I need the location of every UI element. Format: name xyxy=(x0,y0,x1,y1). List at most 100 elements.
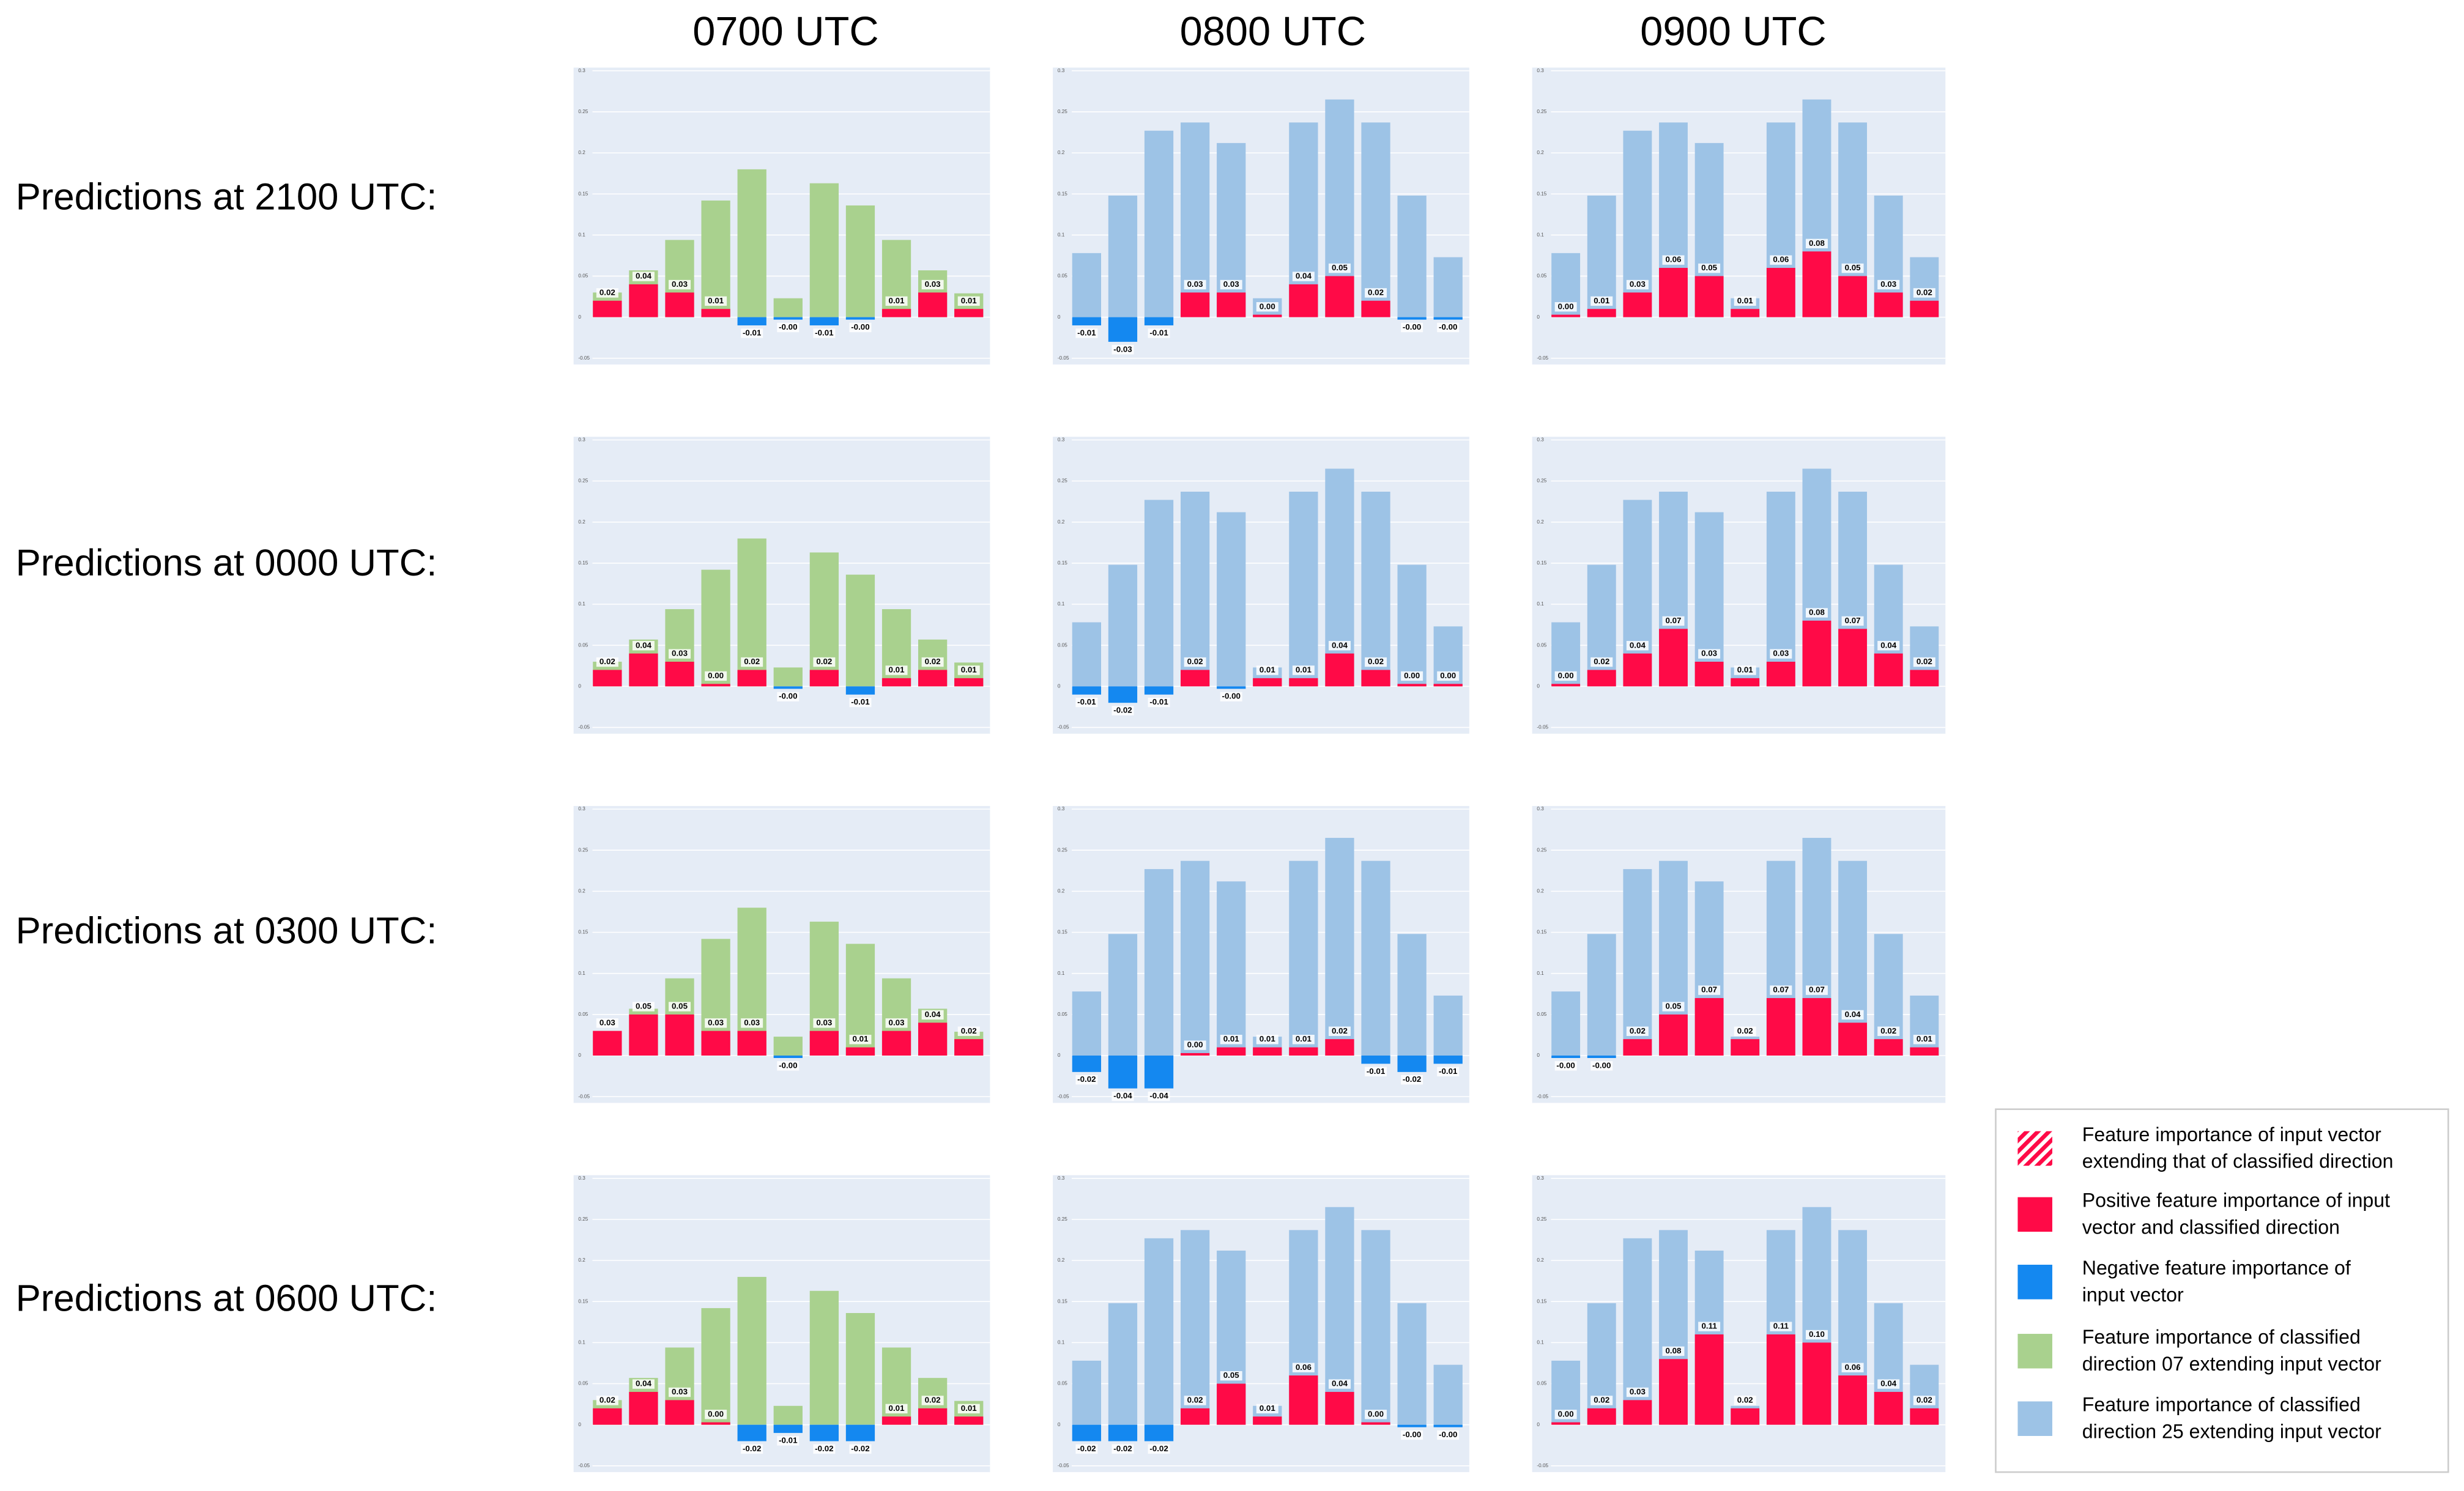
y-tick-label: 0.2 xyxy=(1537,889,1544,894)
label-bg xyxy=(669,279,691,290)
input-bar xyxy=(1217,1047,1246,1056)
y-tick-label: 0.3 xyxy=(1537,1175,1544,1181)
value-label: 0.01 xyxy=(1260,665,1276,675)
classified-bar xyxy=(1623,869,1652,1056)
value-label: 0.04 xyxy=(1332,1379,1348,1388)
label-bg xyxy=(1662,1002,1685,1012)
label-bg xyxy=(1365,657,1387,667)
y-tick-label: 0.1 xyxy=(1537,1340,1544,1345)
label-bg xyxy=(1626,1026,1649,1036)
y-tick-label: -0.05 xyxy=(578,1093,590,1099)
input-bar xyxy=(665,292,694,317)
label-bg xyxy=(1148,1444,1170,1454)
value-label: 0.05 xyxy=(672,1002,688,1011)
legend-swatch xyxy=(2017,1197,2052,1232)
y-tick-label: 0.3 xyxy=(578,68,585,73)
input-bar xyxy=(1108,1055,1138,1089)
label-bg xyxy=(1148,328,1170,338)
value-label: -0.04 xyxy=(1149,1091,1168,1100)
value-label: 0.01 xyxy=(889,296,905,305)
input-bar xyxy=(1731,309,1760,317)
input-bar xyxy=(1144,317,1174,326)
value-label: 0.03 xyxy=(1773,649,1789,658)
value-label: 0.06 xyxy=(1296,1363,1312,1372)
input-bar xyxy=(773,317,803,320)
input-bar xyxy=(1587,1055,1616,1059)
input-bar xyxy=(1766,662,1795,687)
value-label: -0.01 xyxy=(1149,697,1168,706)
input-bar xyxy=(1433,1424,1463,1427)
input-bar xyxy=(629,284,658,317)
value-label: -0.02 xyxy=(851,1444,869,1453)
classified-bar xyxy=(1072,622,1102,687)
value-label: 0.02 xyxy=(961,1026,977,1035)
input-bar xyxy=(1551,684,1581,687)
label-bg xyxy=(1437,1067,1460,1076)
y-tick-label: 0.1 xyxy=(1058,232,1065,237)
y-tick-label: 0.25 xyxy=(578,1216,588,1222)
label-bg xyxy=(1554,671,1577,681)
input-bar xyxy=(1289,284,1318,317)
y-tick-label: 0.15 xyxy=(1058,930,1067,935)
column-title: 0700 UTC xyxy=(692,9,878,54)
value-label: 0.05 xyxy=(1666,1002,1682,1011)
input-bar xyxy=(1874,1039,1903,1056)
y-tick-label: 0.05 xyxy=(1058,642,1067,648)
y-tick-label: 0.15 xyxy=(1058,1298,1067,1304)
input-bar xyxy=(1180,670,1210,687)
value-label: 0.04 xyxy=(925,1010,941,1019)
value-label: 0.01 xyxy=(1296,665,1312,675)
input-bar xyxy=(1551,1422,1581,1425)
value-label: 0.03 xyxy=(1701,649,1717,658)
value-label: 0.02 xyxy=(599,1395,615,1404)
label-bg xyxy=(1220,692,1242,701)
value-label: 0.02 xyxy=(925,1395,941,1404)
label-bg xyxy=(957,665,980,675)
value-label: 0.05 xyxy=(1223,1371,1240,1380)
input-bar xyxy=(1144,1424,1174,1441)
label-bg xyxy=(1913,1035,1935,1045)
value-label: -0.00 xyxy=(779,322,797,331)
label-bg xyxy=(1365,288,1387,298)
value-label: 0.02 xyxy=(1917,657,1932,666)
input-bar xyxy=(665,662,694,687)
value-label: 0.01 xyxy=(1737,665,1754,675)
y-tick-label: 0.3 xyxy=(1058,806,1065,812)
label-bg xyxy=(1805,608,1828,618)
label-bg xyxy=(1590,1061,1613,1071)
value-label: 0.01 xyxy=(852,1034,869,1043)
y-tick-label: 0 xyxy=(578,1422,581,1427)
input-bar xyxy=(1433,317,1463,320)
value-label: -0.00 xyxy=(779,1060,797,1070)
value-label: 0.00 xyxy=(1558,302,1574,311)
label-bg xyxy=(1734,665,1756,675)
y-tick-label: 0.3 xyxy=(578,806,585,812)
label-bg xyxy=(741,1018,763,1028)
input-bar xyxy=(1659,1014,1688,1056)
value-label: 0.00 xyxy=(708,1409,724,1418)
input-bar xyxy=(1144,686,1174,695)
value-label: 0.02 xyxy=(1187,657,1203,666)
y-tick-label: 0.1 xyxy=(578,971,585,976)
classified-bar xyxy=(773,1405,803,1425)
input-bar xyxy=(1397,684,1427,687)
legend-swatch xyxy=(2017,1265,2052,1300)
value-label: -0.00 xyxy=(1592,1060,1611,1070)
classified-bar xyxy=(1144,869,1174,1056)
value-label: -0.01 xyxy=(815,328,834,337)
label-bg xyxy=(1256,1035,1278,1045)
input-bar xyxy=(1325,653,1354,687)
y-tick-label: 0.05 xyxy=(578,1012,588,1017)
label-bg xyxy=(1626,641,1649,651)
classified-bar xyxy=(1144,130,1174,317)
label-bg xyxy=(1805,239,1828,249)
value-label: 0.01 xyxy=(1917,1034,1933,1043)
label-bg xyxy=(1662,1346,1685,1356)
y-tick-label: -0.05 xyxy=(578,1463,590,1468)
input-bar xyxy=(1180,292,1210,317)
label-bg xyxy=(1877,1026,1900,1036)
input-bar xyxy=(593,670,622,687)
input-bar xyxy=(1910,670,1939,687)
input-bar xyxy=(737,670,766,687)
label-bg xyxy=(1698,263,1721,273)
